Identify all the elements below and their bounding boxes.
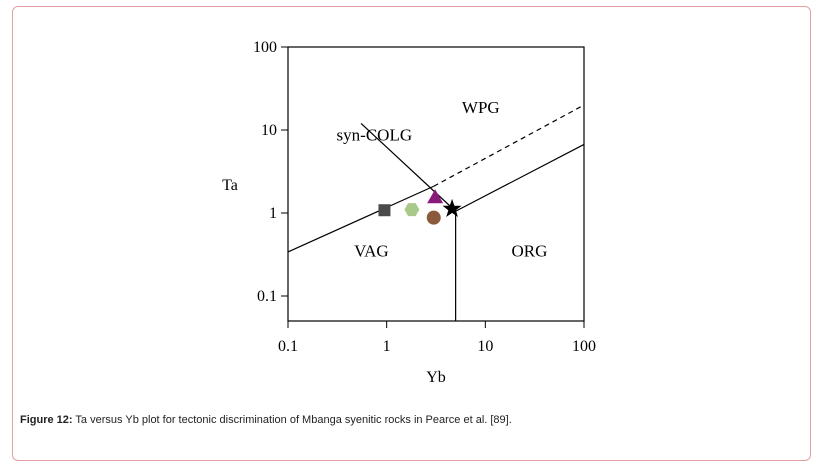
- region-label-syn-colg: syn-COLG: [337, 125, 413, 144]
- boundary-org-upper: [455, 143, 585, 212]
- data-point-star: [442, 198, 462, 217]
- data-points: [378, 189, 462, 225]
- boundary-wpg-syn-colg: [433, 104, 585, 187]
- y-tick-label: 100: [253, 39, 277, 56]
- caption-text: Ta versus Yb plot for tectonic discrimin…: [72, 414, 512, 426]
- region-labels: WPG syn-COLG VAG ORG: [337, 98, 548, 260]
- region-label-org: ORG: [511, 241, 547, 260]
- region-label-vag: VAG: [354, 241, 389, 260]
- x-tick-label: 10: [477, 338, 493, 355]
- data-point-circle: [426, 210, 441, 225]
- chart-frame: [287, 46, 585, 322]
- axis-ticks: 0.1 1 10 100 0.1 1 10 100: [253, 39, 596, 355]
- data-point-hexagon: [404, 203, 420, 217]
- figure-caption: Figure 12: Ta versus Yb plot for tectoni…: [20, 414, 800, 426]
- x-tick-label: 1: [383, 338, 391, 355]
- data-point-square: [378, 204, 391, 217]
- boundary-syn-colg-wpg: [360, 122, 457, 212]
- y-axis-label: Ta: [222, 177, 238, 194]
- y-tick-label: 10: [261, 122, 277, 139]
- y-tick-label: 1: [269, 205, 277, 222]
- region-label-wpg: WPG: [462, 98, 500, 117]
- x-axis-label: Yb: [426, 369, 446, 386]
- figure-card: [12, 6, 811, 461]
- plot-frame: [287, 46, 585, 322]
- x-tick-label: 0.1: [278, 338, 298, 355]
- boundary-vag-upper: [287, 185, 434, 253]
- x-tick-label: 100: [572, 338, 596, 355]
- data-point-triangle: [427, 189, 444, 204]
- caption-label: Figure 12:: [20, 414, 73, 426]
- y-tick-label: 0.1: [257, 288, 277, 305]
- boundary-lines: [287, 104, 585, 321]
